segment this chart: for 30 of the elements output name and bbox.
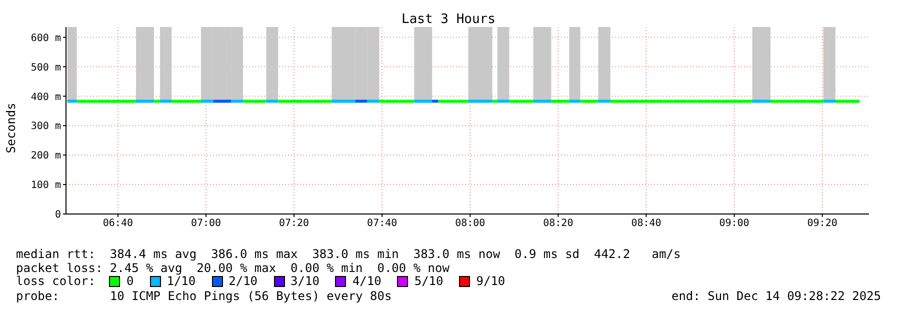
text: median rtt: 384.4 ms avg 386.0 ms max 383.0 ms min 383.0 ms now 0.9 ms sd 442.2 am/s: [16, 247, 681, 261]
x-tick-label: 07:00: [190, 218, 222, 230]
x-tick-label: 09:00: [719, 218, 750, 230]
x-tick-label: 08:40: [631, 218, 662, 230]
x-tick-label: 08:20: [543, 218, 574, 230]
legend-title: loss color:: [16, 274, 96, 288]
x-tick-label: 09:20: [807, 218, 838, 230]
y-tick-label: 300 m: [30, 121, 61, 132]
legend-label: 1/10: [166, 274, 196, 288]
y-tick-label: 500 m: [30, 62, 61, 74]
x-tick-label: 06:40: [102, 218, 134, 230]
legend-label: 0: [126, 274, 134, 288]
text: end: Sun Dec 14 09:28:22 2025: [671, 289, 881, 303]
y-tick-label: 400 m: [30, 92, 61, 103]
y-tick-label: 600 m: [30, 32, 61, 44]
y-tick-label: 200 m: [30, 150, 61, 162]
y-tick-label: 0: [54, 210, 61, 221]
text: probe: 10 ICMP Echo Pings (56 Bytes) every 80s: [16, 289, 392, 303]
x-tick-label: 07:40: [367, 218, 398, 230]
text: packet loss: 2.45 % avg 20.00 % max 0.00 % min 0.00 % now: [16, 261, 450, 275]
chart-title: Last 3 Hours: [400, 12, 496, 27]
legend-label: 2/10: [228, 274, 258, 288]
x-tick-label: 08:00: [455, 218, 486, 230]
legend-label: 4/10: [352, 274, 382, 288]
y-axis-title: Seconds: [4, 102, 18, 154]
legend-label: 3/10: [290, 274, 320, 288]
legend-label: 5/10: [414, 274, 444, 288]
x-tick-label: 07:20: [278, 218, 310, 230]
y-tick-label: 100 m: [30, 180, 61, 192]
legend-label: 9/10: [476, 274, 506, 288]
